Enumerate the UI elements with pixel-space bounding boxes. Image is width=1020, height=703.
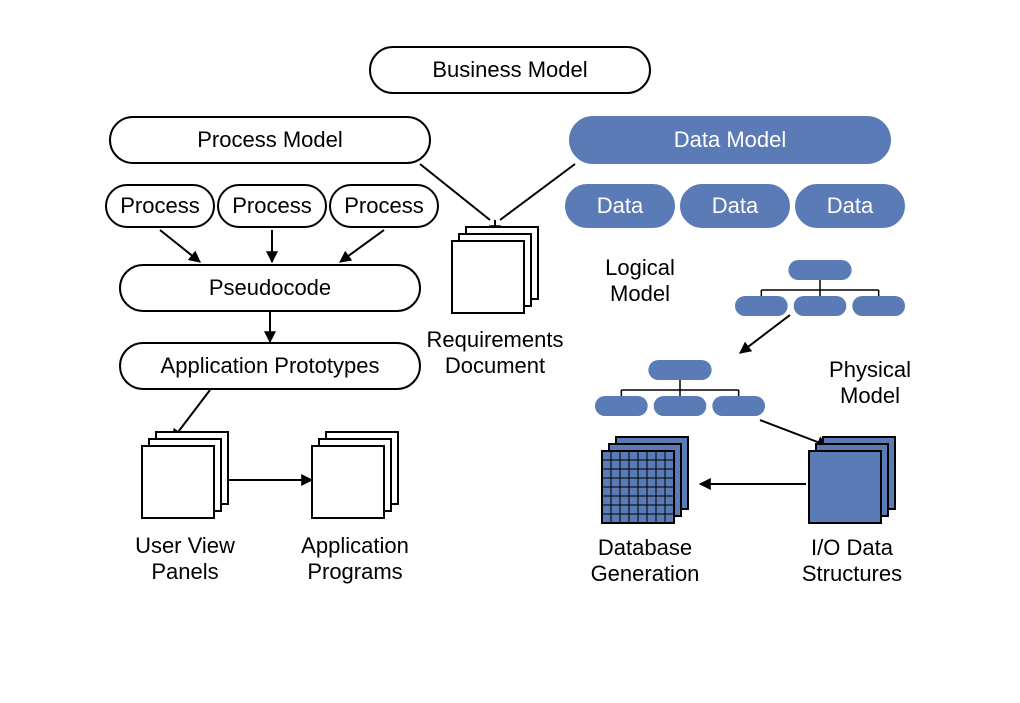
label-io_label: I/O DataStructures: [802, 535, 902, 586]
node-label-business_model: Business Model: [432, 57, 587, 82]
node-data1: Data: [566, 185, 674, 227]
node-label-pseudocode: Pseudocode: [209, 275, 331, 300]
label-app_prog_label: ApplicationPrograms: [301, 533, 409, 584]
node-proc3: Process: [330, 185, 438, 227]
node-label-data1: Data: [597, 193, 644, 218]
node-data3: Data: [796, 185, 904, 227]
node-proc1: Process: [106, 185, 214, 227]
node-pseudocode: Pseudocode: [120, 265, 420, 311]
node-label-process_model: Process Model: [197, 127, 343, 152]
node-app_prototypes: Application Prototypes: [120, 343, 420, 389]
node-proc2: Process: [218, 185, 326, 227]
label-line: Generation: [591, 561, 700, 586]
icon-db_gen_icon: [602, 437, 688, 523]
node-process_model: Process Model: [110, 117, 430, 163]
label-line: Requirements: [427, 327, 564, 352]
label-line: Model: [840, 383, 900, 408]
node-label-data_model: Data Model: [674, 127, 787, 152]
icon-io_icon: [809, 437, 895, 523]
label-physical_label: PhysicalModel: [829, 357, 911, 408]
label-line: Application: [301, 533, 409, 558]
label-line: User View: [135, 533, 235, 558]
label-line: Structures: [802, 561, 902, 586]
label-logical_label: LogicalModel: [605, 255, 675, 306]
label-line: Physical: [829, 357, 911, 382]
icon-app_prog_icon: [312, 432, 398, 518]
label-line: Logical: [605, 255, 675, 280]
node-label-data2: Data: [712, 193, 759, 218]
label-line: Programs: [307, 559, 402, 584]
node-business_model: Business Model: [370, 47, 650, 93]
node-data_model: Data Model: [570, 117, 890, 163]
node-label-proc2: Process: [232, 193, 311, 218]
node-label-proc3: Process: [344, 193, 423, 218]
label-req_doc_label: RequirementsDocument: [427, 327, 564, 378]
label-db_gen_label: DatabaseGeneration: [591, 535, 700, 586]
node-label-proc1: Process: [120, 193, 199, 218]
icon-user_view_icon: [142, 432, 228, 518]
icon-req_doc_icon: [452, 227, 538, 313]
node-label-app_prototypes: Application Prototypes: [161, 353, 380, 378]
label-line: Panels: [151, 559, 218, 584]
label-line: Model: [610, 281, 670, 306]
node-data2: Data: [681, 185, 789, 227]
label-line: I/O Data: [811, 535, 894, 560]
node-label-data3: Data: [827, 193, 874, 218]
diagram-canvas: Business Model Process Model Data Model Pro…: [0, 0, 1020, 703]
label-line: Document: [445, 353, 545, 378]
label-line: Database: [598, 535, 692, 560]
